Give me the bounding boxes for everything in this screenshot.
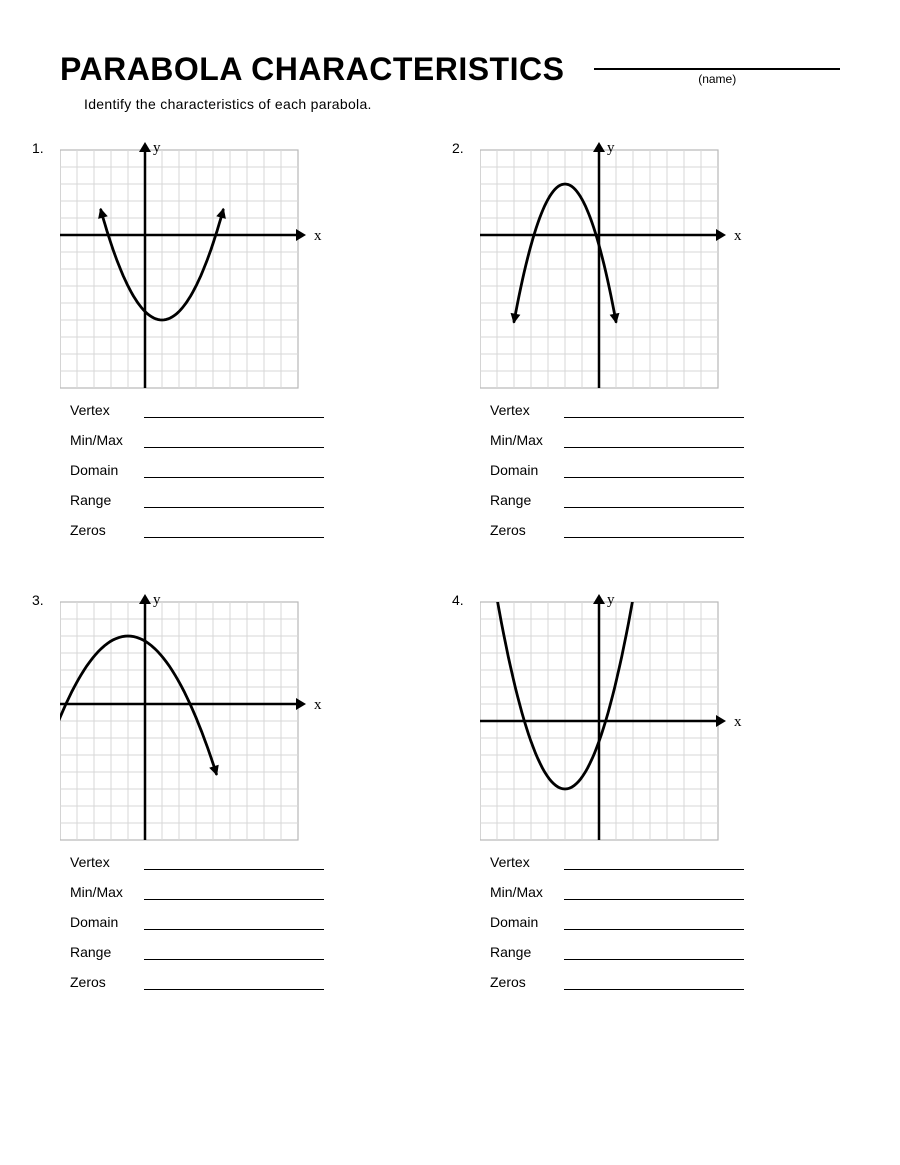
graph: xy bbox=[60, 140, 340, 380]
answer-row: Vertex bbox=[70, 854, 420, 870]
answer-blank[interactable] bbox=[564, 524, 744, 538]
problem-number: 2. bbox=[452, 140, 464, 156]
instructions: Identify the characteristics of each par… bbox=[84, 96, 840, 112]
svg-text:x: x bbox=[734, 714, 742, 730]
answer-label: Zeros bbox=[490, 522, 564, 538]
answer-row: Range bbox=[490, 944, 840, 960]
graph-svg: xy bbox=[480, 140, 758, 398]
answer-blank[interactable] bbox=[564, 856, 744, 870]
answer-blank[interactable] bbox=[144, 916, 324, 930]
answer-list: Vertex Min/Max Domain Range Zeros bbox=[480, 402, 840, 538]
graph-svg: xy bbox=[480, 592, 758, 850]
answer-blank[interactable] bbox=[564, 494, 744, 508]
answer-blank[interactable] bbox=[144, 946, 324, 960]
graph-svg: xy bbox=[60, 592, 338, 850]
answer-label: Vertex bbox=[490, 402, 564, 418]
answer-row: Min/Max bbox=[70, 432, 420, 448]
graph: xy bbox=[480, 140, 760, 380]
answer-blank[interactable] bbox=[144, 976, 324, 990]
answer-row: Range bbox=[490, 492, 840, 508]
answer-label: Range bbox=[70, 944, 144, 960]
answer-blank[interactable] bbox=[144, 856, 324, 870]
answer-row: Vertex bbox=[490, 854, 840, 870]
page-title: PARABOLA CHARACTERISTICS bbox=[60, 51, 564, 88]
problem-number: 4. bbox=[452, 592, 464, 608]
answer-row: Domain bbox=[70, 462, 420, 478]
answer-label: Vertex bbox=[70, 402, 144, 418]
svg-text:x: x bbox=[734, 228, 742, 244]
answer-row: Domain bbox=[490, 914, 840, 930]
answer-row: Domain bbox=[70, 914, 420, 930]
answer-blank[interactable] bbox=[564, 946, 744, 960]
graph: xy bbox=[480, 592, 760, 832]
answer-row: Domain bbox=[490, 462, 840, 478]
answer-row: Min/Max bbox=[490, 884, 840, 900]
answer-blank[interactable] bbox=[144, 524, 324, 538]
answer-row: Zeros bbox=[70, 974, 420, 990]
answer-label: Domain bbox=[490, 914, 564, 930]
problem-number: 3. bbox=[32, 592, 44, 608]
problem: 1. xy Vertex Min/Max Domain Range Zeros bbox=[60, 140, 420, 552]
answer-blank[interactable] bbox=[564, 916, 744, 930]
answer-label: Min/Max bbox=[70, 432, 144, 448]
problem: 3. xy Vertex Min/Max Domain Range Zeros bbox=[60, 592, 420, 1004]
answer-blank[interactable] bbox=[144, 886, 324, 900]
svg-text:y: y bbox=[153, 140, 161, 156]
answer-blank[interactable] bbox=[564, 886, 744, 900]
answer-row: Zeros bbox=[490, 522, 840, 538]
name-label: (name) bbox=[594, 72, 840, 86]
svg-text:y: y bbox=[607, 140, 615, 156]
answer-label: Zeros bbox=[70, 974, 144, 990]
answer-list: Vertex Min/Max Domain Range Zeros bbox=[480, 854, 840, 990]
answer-blank[interactable] bbox=[144, 464, 324, 478]
answer-list: Vertex Min/Max Domain Range Zeros bbox=[60, 402, 420, 538]
answer-label: Zeros bbox=[490, 974, 564, 990]
answer-row: Range bbox=[70, 492, 420, 508]
answer-label: Min/Max bbox=[490, 884, 564, 900]
answer-row: Zeros bbox=[70, 522, 420, 538]
answer-list: Vertex Min/Max Domain Range Zeros bbox=[60, 854, 420, 990]
graph: xy bbox=[60, 592, 340, 832]
answer-blank[interactable] bbox=[564, 404, 744, 418]
answer-blank[interactable] bbox=[144, 404, 324, 418]
answer-blank[interactable] bbox=[564, 434, 744, 448]
svg-text:x: x bbox=[314, 228, 322, 244]
svg-text:x: x bbox=[314, 697, 322, 713]
name-blank-line[interactable] bbox=[594, 50, 840, 70]
answer-row: Zeros bbox=[490, 974, 840, 990]
answer-label: Domain bbox=[70, 914, 144, 930]
answer-label: Range bbox=[490, 944, 564, 960]
answer-label: Min/Max bbox=[70, 884, 144, 900]
problems-grid: 1. xy Vertex Min/Max Domain Range Zeros … bbox=[60, 140, 840, 1004]
answer-label: Vertex bbox=[70, 854, 144, 870]
answer-row: Vertex bbox=[70, 402, 420, 418]
svg-text:y: y bbox=[607, 592, 615, 608]
answer-row: Vertex bbox=[490, 402, 840, 418]
problem-number: 1. bbox=[32, 140, 44, 156]
answer-blank[interactable] bbox=[564, 464, 744, 478]
answer-label: Domain bbox=[70, 462, 144, 478]
answer-row: Min/Max bbox=[490, 432, 840, 448]
name-field: (name) bbox=[594, 50, 840, 88]
header: PARABOLA CHARACTERISTICS (name) bbox=[60, 50, 840, 88]
answer-blank[interactable] bbox=[144, 494, 324, 508]
answer-label: Min/Max bbox=[490, 432, 564, 448]
problem: 4. xy Vertex Min/Max Domain Range Zeros bbox=[480, 592, 840, 1004]
answer-label: Vertex bbox=[490, 854, 564, 870]
answer-row: Range bbox=[70, 944, 420, 960]
answer-label: Domain bbox=[490, 462, 564, 478]
problem: 2. xy Vertex Min/Max Domain Range Zeros bbox=[480, 140, 840, 552]
answer-blank[interactable] bbox=[144, 434, 324, 448]
svg-text:y: y bbox=[153, 592, 161, 608]
answer-label: Range bbox=[490, 492, 564, 508]
graph-svg: xy bbox=[60, 140, 338, 398]
answer-label: Zeros bbox=[70, 522, 144, 538]
answer-row: Min/Max bbox=[70, 884, 420, 900]
answer-label: Range bbox=[70, 492, 144, 508]
answer-blank[interactable] bbox=[564, 976, 744, 990]
